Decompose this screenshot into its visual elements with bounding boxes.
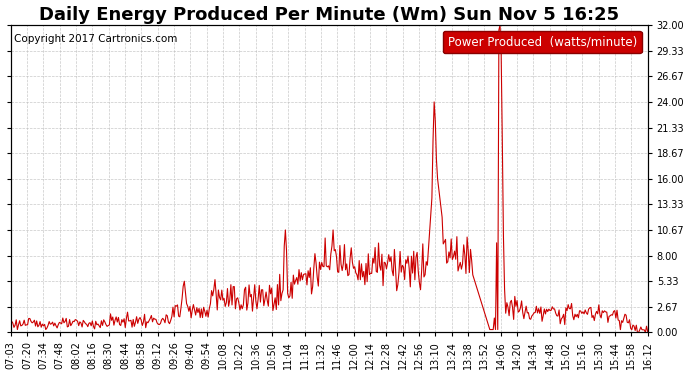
Legend: Power Produced  (watts/minute): Power Produced (watts/minute) xyxy=(443,31,642,54)
Text: Copyright 2017 Cartronics.com: Copyright 2017 Cartronics.com xyxy=(14,34,177,44)
Title: Daily Energy Produced Per Minute (Wm) Sun Nov 5 16:25: Daily Energy Produced Per Minute (Wm) Su… xyxy=(39,6,619,24)
